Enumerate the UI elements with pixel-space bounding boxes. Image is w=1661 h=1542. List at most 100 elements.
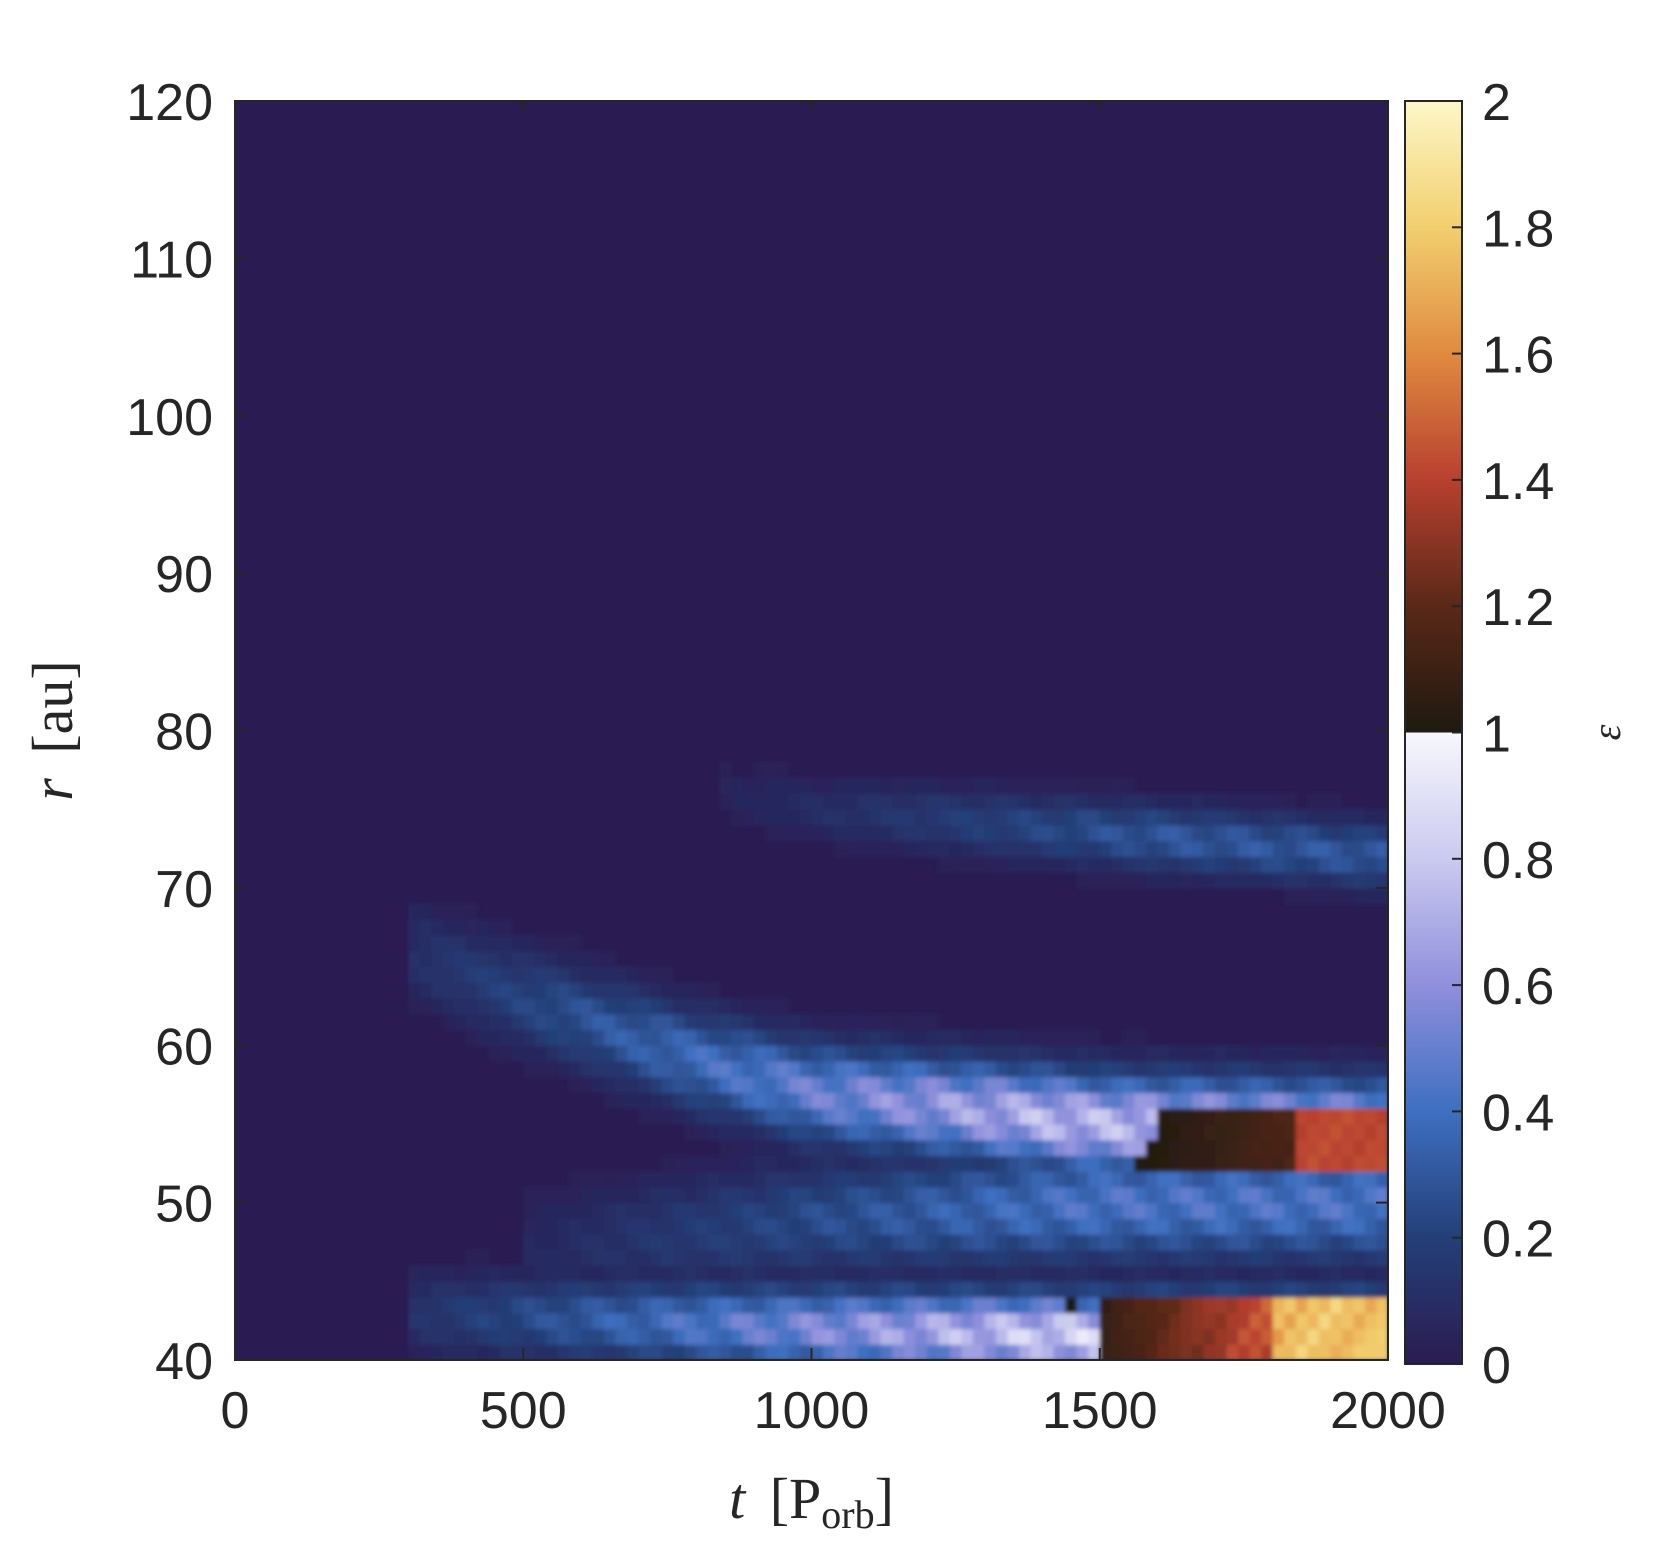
heatmap-cell	[903, 1234, 916, 1251]
heatmap-cell	[615, 998, 628, 1015]
heatmap-cell	[1065, 1281, 1078, 1298]
heatmap-cell	[627, 1249, 640, 1267]
heatmap-cell	[857, 1249, 870, 1267]
heatmap-cell	[1099, 1092, 1112, 1109]
heatmap-cell	[1284, 1328, 1297, 1345]
heatmap-cell	[846, 1328, 859, 1345]
heatmap-cell	[1191, 1297, 1205, 1314]
heatmap-cell	[799, 793, 813, 810]
heatmap-cell	[592, 1249, 605, 1267]
heatmap-cell	[1180, 1076, 1193, 1094]
heatmap-cell	[1215, 1281, 1228, 1298]
heatmap-cell	[1191, 872, 1205, 889]
heatmap-cell	[846, 824, 859, 842]
heatmap-cell	[1145, 1328, 1158, 1345]
heatmap-cell	[1330, 1171, 1343, 1188]
heatmap-cell	[592, 998, 605, 1015]
heatmap-cell	[892, 1265, 905, 1282]
heatmap-cell	[961, 1344, 974, 1360]
x-tick-label: 0	[221, 1382, 250, 1440]
heatmap-cell	[1295, 887, 1308, 905]
heatmap-cell	[869, 1029, 882, 1046]
heatmap-cell	[984, 1123, 997, 1141]
heatmap-cell	[569, 1328, 582, 1345]
heatmap-cell	[696, 1123, 709, 1141]
heatmap-cell	[1065, 1060, 1078, 1078]
heatmap-cell	[1272, 1297, 1285, 1314]
heatmap-cell	[1203, 1265, 1216, 1282]
heatmap-cell	[477, 935, 490, 952]
heatmap-cell	[984, 1265, 997, 1282]
heatmap-cell	[592, 966, 605, 983]
heatmap-cell	[857, 1218, 870, 1235]
heatmap-cell	[834, 1281, 847, 1298]
heatmap-cell	[730, 1155, 743, 1172]
heatmap-cell	[534, 1297, 547, 1314]
heatmap-cell	[823, 1249, 836, 1267]
heatmap-cell	[696, 1249, 709, 1267]
heatmap-cell	[799, 1045, 813, 1062]
heatmap-cell	[892, 809, 905, 826]
heatmap-cell	[1295, 1076, 1308, 1094]
heatmap-cell	[869, 1123, 882, 1141]
heatmap-cell	[1042, 856, 1055, 873]
heatmap-cell	[984, 777, 997, 795]
heatmap-cell	[1353, 1281, 1366, 1298]
heatmap-cell	[1111, 1108, 1124, 1125]
heatmap-cell	[684, 1312, 697, 1330]
heatmap-cell	[788, 793, 801, 810]
heatmap-cell	[1076, 1202, 1089, 1219]
heatmap-cell	[638, 1060, 651, 1078]
heatmap-cell	[1261, 1234, 1274, 1251]
heatmap-cell	[1353, 1092, 1366, 1109]
heatmap-cell	[1203, 1060, 1216, 1078]
heatmap-cell	[995, 1108, 1009, 1125]
heatmap-cell	[799, 1344, 813, 1360]
heatmap-cell	[684, 1328, 697, 1345]
heatmap-cell	[650, 1171, 663, 1188]
heatmap-cell	[1330, 1155, 1343, 1172]
heatmap-cell	[650, 1344, 663, 1360]
heatmap-cell	[1019, 1328, 1032, 1345]
heatmap-cell	[742, 1171, 755, 1188]
heatmap-cell	[926, 824, 939, 842]
heatmap-cell	[915, 1186, 928, 1204]
heatmap-cell	[488, 1281, 501, 1298]
heatmap-cell	[1099, 856, 1112, 873]
heatmap-cell	[1249, 840, 1262, 857]
heatmap-cell	[719, 1108, 732, 1125]
heatmap-cell	[477, 998, 490, 1015]
heatmap-cell	[869, 1344, 882, 1360]
heatmap-cell	[1226, 1344, 1239, 1360]
heatmap-cell	[995, 1249, 1009, 1267]
heatmap-cell	[972, 1155, 986, 1172]
colorbar-lower-segment	[1405, 732, 1462, 1364]
heatmap-cell	[523, 1249, 536, 1267]
heatmap-cell	[1065, 809, 1078, 826]
heatmap-cell	[961, 777, 974, 795]
heatmap-cell	[938, 1045, 951, 1062]
heatmap-cell	[1203, 1202, 1216, 1219]
heatmap-cell	[903, 824, 916, 842]
heatmap-cell	[661, 1060, 674, 1078]
heatmap-cell	[857, 1202, 870, 1219]
heatmap-cell	[1203, 1218, 1216, 1235]
heatmap-cell	[938, 1139, 951, 1157]
heatmap-cell	[961, 1029, 974, 1046]
heatmap-cell	[1157, 793, 1170, 810]
heatmap-cell	[1238, 1155, 1251, 1172]
heatmap-cell	[1376, 824, 1388, 842]
heatmap-cell	[1261, 1328, 1274, 1345]
heatmap-cell	[1134, 1060, 1147, 1078]
y-axis-label-unit: au	[20, 680, 85, 735]
heatmap-cell	[1134, 1045, 1147, 1062]
heatmap-cell	[1122, 1265, 1135, 1282]
heatmap-cell	[638, 998, 651, 1015]
heatmap-cell	[926, 1344, 939, 1360]
heatmap-cell	[811, 793, 824, 810]
heatmap-cell	[915, 1108, 928, 1125]
heatmap-cell	[442, 1312, 455, 1330]
heatmap-cell	[1272, 1155, 1285, 1172]
heatmap-cell	[1191, 1202, 1205, 1219]
heatmap-cell	[1249, 1123, 1262, 1141]
